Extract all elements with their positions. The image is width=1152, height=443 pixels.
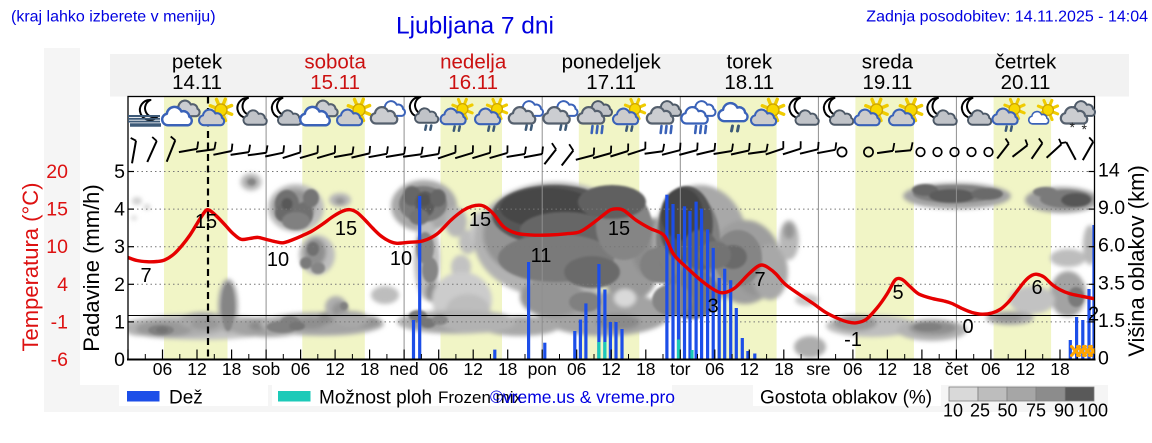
svg-text:2: 2 — [1088, 304, 1099, 326]
svg-text:Padavine (mm/h): Padavine (mm/h) — [79, 184, 104, 352]
svg-text:-1: -1 — [844, 329, 862, 351]
svg-text:7: 7 — [140, 265, 151, 287]
svg-text:1: 1 — [114, 311, 125, 333]
svg-text:12: 12 — [601, 359, 620, 379]
svg-text:Ljubljana 7 dni: Ljubljana 7 dni — [396, 13, 554, 40]
svg-text:0: 0 — [1098, 348, 1109, 370]
svg-text:torek: torek — [727, 51, 773, 74]
svg-text:Višina oblakov (km): Višina oblakov (km) — [1124, 165, 1149, 357]
svg-text:3: 3 — [707, 296, 718, 318]
svg-text:90: 90 — [1054, 401, 1074, 421]
svg-text:5: 5 — [892, 282, 903, 304]
svg-text:nedelja: nedelja — [440, 51, 507, 74]
svg-text:četrtek: četrtek — [995, 51, 1057, 74]
svg-text:15: 15 — [46, 199, 68, 221]
svg-text:16.11: 16.11 — [448, 71, 498, 94]
svg-text:0: 0 — [114, 349, 125, 371]
svg-text:7: 7 — [754, 269, 765, 291]
svg-text:ned: ned — [389, 359, 418, 379]
svg-text:10: 10 — [390, 248, 412, 270]
svg-text:5: 5 — [114, 161, 125, 183]
svg-text:-6: -6 — [51, 349, 68, 371]
svg-text:25: 25 — [970, 401, 990, 421]
svg-text:50: 50 — [997, 401, 1017, 421]
svg-text:12: 12 — [740, 359, 759, 379]
svg-text:4: 4 — [57, 274, 68, 296]
svg-text:06: 06 — [153, 359, 172, 379]
svg-text:12: 12 — [187, 359, 206, 379]
svg-text:3: 3 — [114, 236, 125, 258]
svg-text:6.0: 6.0 — [1098, 235, 1125, 257]
svg-text:12: 12 — [1016, 359, 1035, 379]
svg-text:10: 10 — [943, 401, 963, 421]
svg-text:2: 2 — [114, 274, 125, 296]
svg-text:15: 15 — [335, 218, 357, 240]
svg-text:75: 75 — [1026, 401, 1046, 421]
svg-text:06: 06 — [981, 359, 1000, 379]
svg-text:Frozen mix: Frozen mix — [438, 388, 523, 407]
svg-text:18: 18 — [498, 359, 517, 379]
svg-text:15: 15 — [469, 209, 491, 231]
svg-text:19.11: 19.11 — [863, 71, 913, 94]
svg-text:20.11: 20.11 — [1001, 71, 1051, 94]
svg-text:15: 15 — [195, 211, 217, 233]
svg-text:06: 06 — [291, 359, 310, 379]
svg-text:čet: čet — [945, 359, 968, 379]
svg-text:(kraj lahko izberete v meniju): (kraj lahko izberete v meniju) — [11, 9, 216, 26]
svg-text:petek: petek — [172, 51, 223, 74]
svg-text:-1: -1 — [51, 311, 68, 333]
svg-text:15.11: 15.11 — [310, 71, 360, 94]
svg-text:0: 0 — [962, 316, 973, 338]
svg-text:18: 18 — [774, 359, 793, 379]
svg-text:15: 15 — [608, 218, 630, 240]
svg-text:10: 10 — [46, 236, 68, 258]
svg-text:20: 20 — [46, 161, 68, 183]
svg-text:14.11: 14.11 — [172, 71, 222, 94]
svg-text:sob: sob — [252, 359, 280, 379]
svg-text:*: * — [1070, 119, 1076, 135]
svg-text:Dež: Dež — [169, 388, 203, 409]
svg-text:*: * — [1082, 121, 1088, 137]
svg-text:18: 18 — [360, 359, 379, 379]
svg-text:sre: sre — [806, 359, 830, 379]
svg-text:10: 10 — [267, 249, 289, 271]
svg-text:tor: tor — [670, 359, 691, 379]
svg-text:12: 12 — [463, 359, 482, 379]
svg-text:18: 18 — [912, 359, 931, 379]
svg-text:6: 6 — [1031, 277, 1042, 299]
svg-text:11: 11 — [531, 245, 552, 267]
svg-text:pon: pon — [528, 359, 557, 379]
svg-text:ponedeljek: ponedeljek — [562, 51, 662, 74]
svg-text:14: 14 — [1098, 160, 1120, 182]
svg-text:9.0: 9.0 — [1098, 197, 1125, 219]
svg-text:sobota: sobota — [304, 51, 366, 74]
svg-text:Temperatura (°C): Temperatura (°C) — [18, 183, 43, 352]
svg-text:06: 06 — [843, 359, 862, 379]
svg-text:18: 18 — [636, 359, 655, 379]
svg-text:12: 12 — [325, 359, 344, 379]
svg-text:4: 4 — [114, 199, 125, 221]
svg-text:Možnost ploh: Možnost ploh — [319, 388, 432, 409]
svg-text:17.11: 17.11 — [586, 71, 636, 94]
svg-text:18: 18 — [1050, 359, 1069, 379]
svg-text:18: 18 — [222, 359, 241, 379]
svg-text:100: 100 — [1078, 401, 1108, 421]
svg-text:1.5: 1.5 — [1098, 310, 1125, 332]
svg-text:06: 06 — [705, 359, 724, 379]
svg-text:Gostota oblakov (%): Gostota oblakov (%) — [760, 388, 932, 409]
svg-text:©vreme.us & vreme.pro: ©vreme.us & vreme.pro — [490, 387, 675, 407]
svg-text:06: 06 — [567, 359, 586, 379]
svg-text:Zadnja posodobitev: 14.11.2025: Zadnja posodobitev: 14.11.2025 - 14:04 — [866, 9, 1148, 26]
svg-text:12: 12 — [878, 359, 897, 379]
svg-text:3.5: 3.5 — [1098, 272, 1125, 294]
svg-text:18.11: 18.11 — [724, 71, 774, 94]
svg-text:sreda: sreda — [862, 51, 914, 74]
svg-text:06: 06 — [429, 359, 448, 379]
